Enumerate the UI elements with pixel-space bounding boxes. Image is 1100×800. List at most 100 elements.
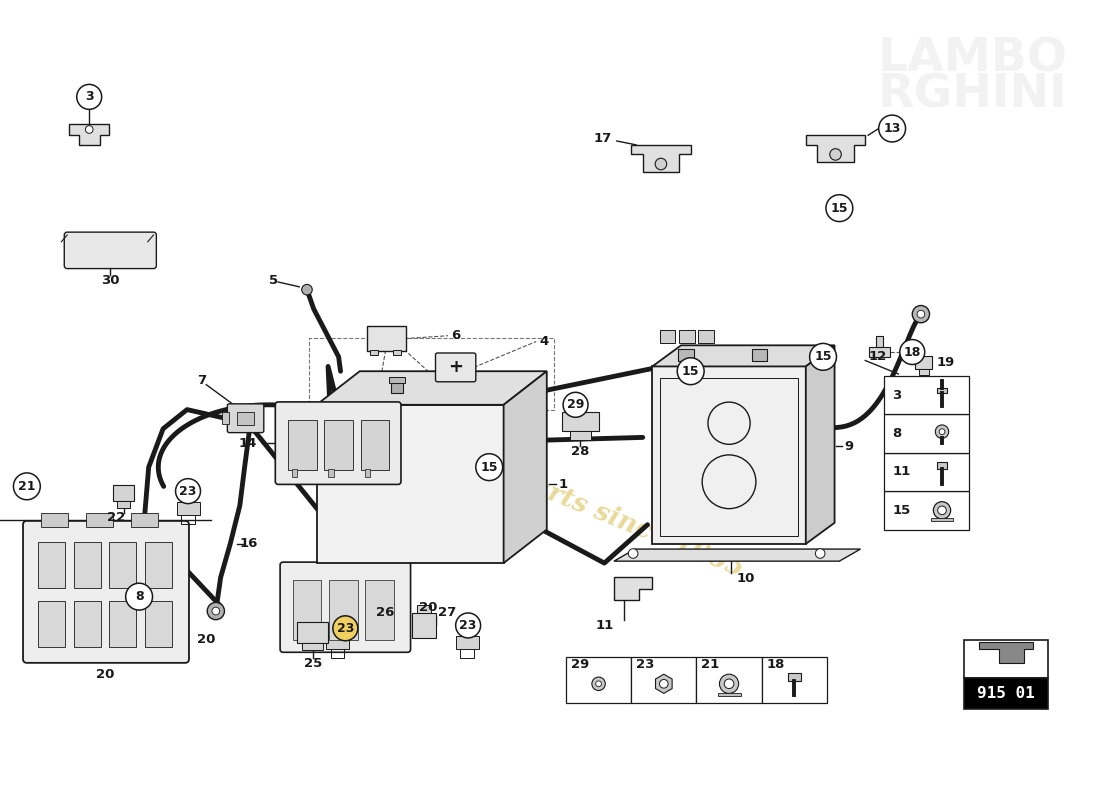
Text: 9: 9 (844, 439, 854, 453)
Text: 18: 18 (767, 658, 784, 671)
Text: 15: 15 (682, 365, 700, 378)
Bar (394, 350, 402, 355)
Bar (109, 542, 136, 588)
Bar (328, 469, 333, 477)
Text: 21: 21 (701, 658, 719, 671)
Bar (876, 336, 883, 347)
Text: RGHINI: RGHINI (878, 73, 1067, 118)
Circle shape (879, 115, 905, 142)
FancyBboxPatch shape (367, 326, 406, 351)
FancyBboxPatch shape (275, 402, 402, 485)
Text: 6: 6 (451, 330, 460, 342)
Bar (698, 330, 714, 343)
Circle shape (13, 473, 41, 500)
Bar (292, 469, 297, 477)
Bar (39, 602, 65, 647)
Text: 15: 15 (892, 504, 911, 517)
Polygon shape (806, 346, 835, 544)
Bar (236, 411, 254, 425)
Bar (884, 491, 969, 530)
Bar (145, 542, 172, 588)
Text: 30: 30 (101, 274, 120, 286)
Bar (364, 469, 371, 477)
Text: 11: 11 (892, 466, 911, 478)
Text: 29: 29 (566, 398, 584, 411)
Bar (131, 513, 158, 526)
Text: 11: 11 (595, 619, 614, 632)
Text: 1: 1 (559, 478, 568, 491)
Circle shape (628, 549, 638, 558)
Circle shape (592, 677, 605, 690)
Bar (570, 430, 591, 440)
Circle shape (596, 681, 602, 686)
Polygon shape (631, 145, 691, 172)
Text: 8: 8 (135, 590, 143, 603)
Circle shape (476, 454, 503, 481)
Text: 28: 28 (571, 446, 590, 458)
Bar (761, 657, 827, 703)
Text: 23: 23 (179, 485, 197, 498)
Circle shape (917, 310, 925, 318)
Circle shape (829, 149, 842, 160)
Text: 15: 15 (481, 461, 498, 474)
Polygon shape (317, 371, 547, 405)
Text: 26: 26 (376, 606, 395, 619)
Bar (324, 420, 353, 470)
Bar (964, 678, 1048, 709)
FancyBboxPatch shape (436, 353, 476, 382)
Bar (679, 349, 694, 361)
Text: 22: 22 (107, 511, 125, 525)
Bar (302, 642, 323, 650)
Circle shape (563, 392, 589, 418)
Bar (752, 349, 768, 361)
Bar (74, 542, 101, 588)
Circle shape (939, 429, 945, 434)
Circle shape (125, 583, 153, 610)
Bar (109, 602, 136, 647)
Bar (392, 383, 403, 393)
Bar (74, 602, 101, 647)
Text: LAMBO: LAMBO (878, 37, 1068, 82)
Circle shape (826, 194, 852, 222)
Bar (631, 657, 696, 703)
Circle shape (724, 679, 734, 689)
Bar (412, 613, 436, 638)
Bar (41, 513, 68, 526)
Circle shape (333, 616, 358, 641)
Bar (113, 486, 134, 501)
Text: a passion for parts since 1965: a passion for parts since 1965 (327, 391, 748, 581)
Circle shape (212, 607, 220, 615)
Text: 17: 17 (594, 132, 612, 145)
Text: 16: 16 (240, 538, 258, 550)
Text: +: + (448, 358, 463, 376)
FancyBboxPatch shape (64, 232, 156, 269)
Text: 23: 23 (460, 619, 476, 632)
Polygon shape (652, 366, 806, 544)
Bar (389, 378, 405, 383)
Text: 20: 20 (197, 634, 215, 646)
Text: 10: 10 (736, 572, 755, 585)
Bar (679, 330, 694, 343)
Bar (371, 350, 378, 355)
Bar (660, 378, 799, 536)
Circle shape (77, 84, 101, 110)
Polygon shape (317, 405, 504, 563)
Circle shape (660, 679, 668, 688)
FancyBboxPatch shape (23, 521, 189, 663)
Polygon shape (504, 371, 547, 563)
Polygon shape (806, 135, 866, 162)
Bar (293, 580, 321, 640)
Bar (297, 622, 328, 642)
Text: 3: 3 (85, 90, 94, 103)
Bar (717, 693, 740, 696)
Polygon shape (614, 549, 860, 561)
Text: 13: 13 (883, 122, 901, 135)
Bar (932, 518, 953, 522)
Circle shape (678, 358, 704, 385)
Circle shape (935, 425, 948, 438)
Bar (117, 501, 131, 508)
Text: 25: 25 (304, 658, 322, 670)
Circle shape (176, 478, 200, 504)
Text: 915 01: 915 01 (978, 686, 1035, 701)
Text: 23: 23 (337, 622, 354, 635)
